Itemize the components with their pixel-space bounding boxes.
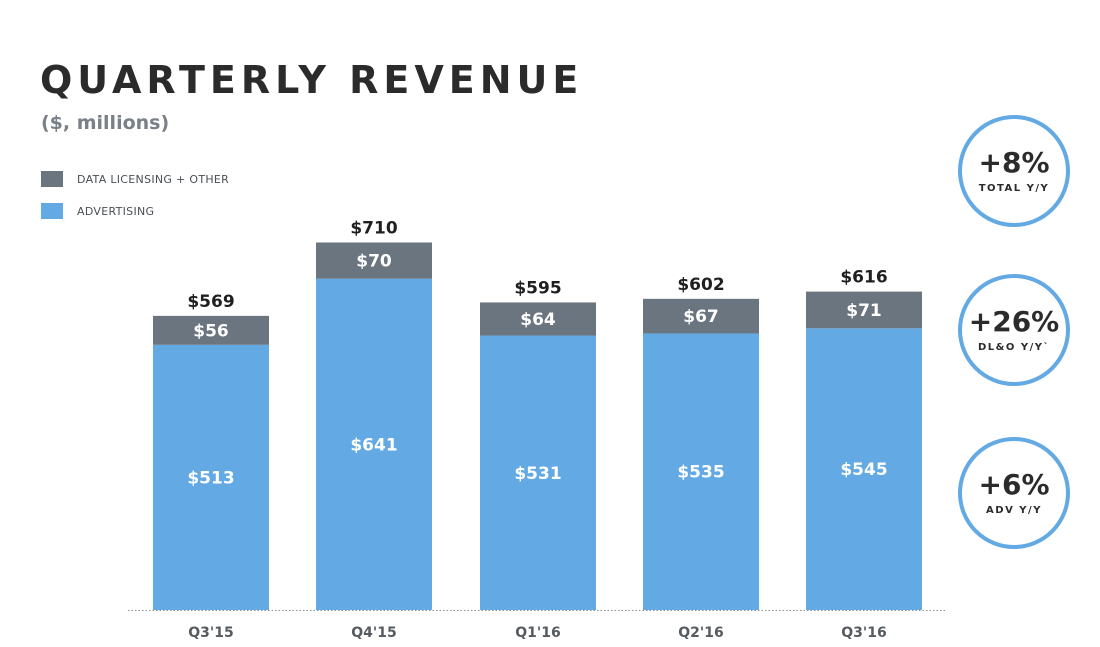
data-label-total: $710 [350, 218, 397, 238]
bar-data-licensing [153, 315, 269, 345]
x-tick-label: Q4'15 [351, 625, 396, 641]
page-subtitle: ($, millions) [41, 112, 170, 134]
data-label-data-licensing: $64 [520, 310, 556, 330]
legend-swatch-data-licensing [41, 171, 63, 187]
bar-data-licensing [316, 242, 432, 279]
data-label-total: $595 [514, 278, 561, 298]
bar-advertising [806, 328, 922, 610]
legend-label-data-licensing: DATA LICENSING + OTHER [77, 172, 230, 186]
kpi-adv-value: +6% [978, 468, 1050, 502]
revenue-bar-chart: $513 $56 $569 Q3'15 $641 $70 $710 Q4'15 $531 $64 $… [128, 218, 945, 641]
x-tick-label: Q1'16 [515, 625, 560, 641]
x-tick-label: Q2'16 [678, 625, 723, 641]
data-label-total: $616 [840, 268, 887, 288]
legend-item-advertising: ADVERTISING [41, 201, 229, 221]
kpi-adv-yy: +6% ADV Y/Y [958, 437, 1070, 549]
bar-advertising [153, 344, 269, 610]
kpi-total-value: +8% [978, 146, 1050, 180]
chart-legend: DATA LICENSING + OTHER ADVERTISING [41, 169, 229, 233]
bar-data-licensing [480, 302, 596, 336]
kpi-adv-label: ADV Y/Y [986, 504, 1042, 516]
bar-data-licensing [806, 291, 922, 329]
data-label-total: $569 [187, 292, 234, 312]
bar-advertising [316, 278, 432, 610]
bar-advertising [643, 333, 759, 610]
kpi-dlo-label: DL&O Y/Y` [977, 341, 1050, 353]
data-label-advertising: $531 [514, 464, 561, 484]
data-label-data-licensing: $70 [356, 252, 392, 272]
bar-data-licensing [643, 298, 759, 334]
data-label-data-licensing: $56 [193, 321, 229, 341]
kpi-dlo-yy: +26% DL&O Y/Y` [958, 274, 1070, 386]
x-tick-label: Q3'16 [841, 625, 886, 641]
legend-swatch-advertising [41, 203, 63, 219]
data-label-advertising: $641 [350, 435, 397, 455]
kpi-total-label: TOTAL Y/Y [978, 182, 1050, 194]
data-label-data-licensing: $67 [683, 307, 719, 327]
bar-advertising [480, 335, 596, 610]
data-label-total: $602 [677, 275, 724, 295]
legend-label-advertising: ADVERTISING [77, 204, 155, 218]
page-title: QUARTERLY REVENUE [40, 58, 584, 102]
data-label-advertising: $545 [840, 460, 887, 480]
kpi-total-yy: +8% TOTAL Y/Y [958, 115, 1070, 227]
data-label-data-licensing: $71 [846, 301, 882, 321]
legend-item-data-licensing: DATA LICENSING + OTHER [41, 169, 229, 189]
kpi-dlo-value: +26% [968, 305, 1060, 339]
x-tick-label: Q3'15 [188, 625, 233, 641]
data-label-advertising: $535 [677, 463, 724, 483]
data-label-advertising: $513 [187, 468, 234, 488]
